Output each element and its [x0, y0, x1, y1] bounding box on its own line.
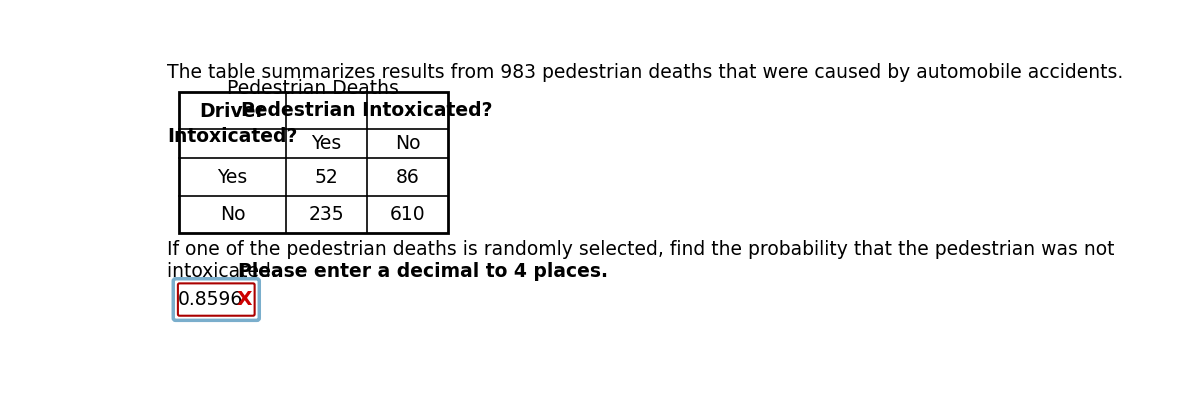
- Text: Pedestrian Intoxicated?: Pedestrian Intoxicated?: [241, 101, 493, 121]
- Text: If one of the pedestrian deaths is randomly selected, find the probability that : If one of the pedestrian deaths is rando…: [167, 240, 1115, 259]
- FancyBboxPatch shape: [173, 279, 259, 320]
- Text: 610: 610: [390, 205, 426, 224]
- Bar: [180, 92, 449, 232]
- Text: X: X: [236, 290, 252, 309]
- Text: The table summarizes results from 983 pedestrian deaths that were caused by auto: The table summarizes results from 983 pe…: [167, 63, 1123, 82]
- Text: Yes: Yes: [311, 134, 342, 153]
- Text: Driver
Intoxicated?: Driver Intoxicated?: [167, 101, 298, 146]
- Text: No: No: [220, 205, 245, 224]
- Text: 86: 86: [396, 168, 420, 187]
- FancyBboxPatch shape: [178, 283, 254, 316]
- Text: Please enter a decimal to 4 places.: Please enter a decimal to 4 places.: [238, 262, 607, 281]
- Text: No: No: [395, 134, 420, 153]
- Text: 235: 235: [308, 205, 344, 224]
- Text: Pedestrian Deaths: Pedestrian Deaths: [227, 78, 398, 98]
- Text: intoxicated.: intoxicated.: [167, 262, 283, 281]
- Text: 52: 52: [314, 168, 338, 187]
- Text: 0.8596: 0.8596: [178, 290, 242, 309]
- Text: Yes: Yes: [217, 168, 247, 187]
